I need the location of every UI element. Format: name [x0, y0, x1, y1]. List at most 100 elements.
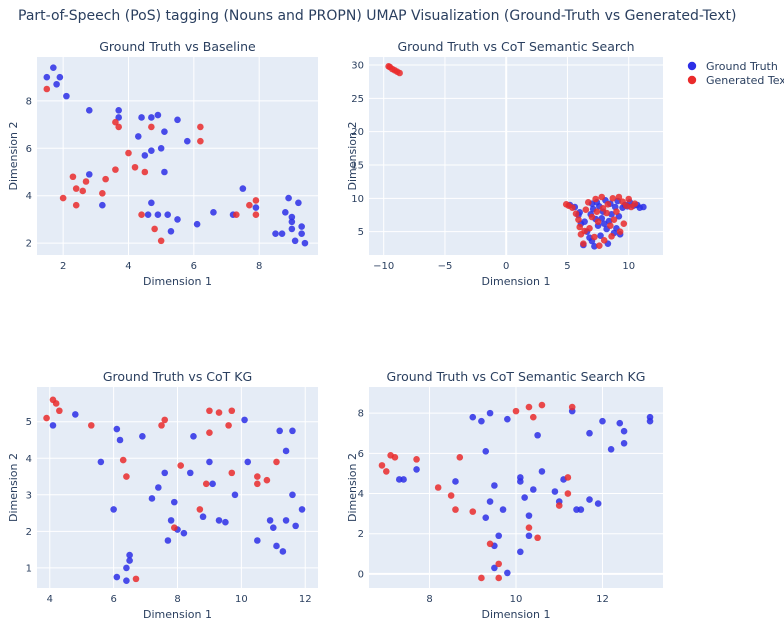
data-point-ground-truth[interactable]: [282, 517, 290, 524]
data-point-ground-truth[interactable]: [491, 482, 498, 489]
data-point-generated-text[interactable]: [575, 216, 582, 223]
data-point-generated-text[interactable]: [56, 407, 63, 415]
data-point-generated-text[interactable]: [252, 211, 260, 218]
data-point-ground-truth[interactable]: [521, 494, 528, 501]
data-point-generated-text[interactable]: [568, 403, 576, 411]
data-point-ground-truth[interactable]: [517, 478, 524, 485]
data-point-generated-text[interactable]: [586, 225, 593, 232]
data-point-ground-truth[interactable]: [241, 416, 248, 424]
data-point-generated-text[interactable]: [478, 574, 485, 582]
data-point-ground-truth[interactable]: [126, 551, 133, 559]
data-point-ground-truth[interactable]: [171, 498, 178, 506]
data-point-ground-truth[interactable]: [161, 168, 168, 176]
data-point-ground-truth[interactable]: [499, 506, 507, 513]
data-point-generated-text[interactable]: [582, 206, 590, 213]
data-point-ground-truth[interactable]: [72, 411, 79, 418]
data-point-generated-text[interactable]: [564, 490, 572, 497]
data-point-ground-truth[interactable]: [616, 419, 624, 427]
data-point-ground-truth[interactable]: [164, 211, 171, 218]
data-point-ground-truth[interactable]: [298, 223, 305, 230]
data-point-generated-text[interactable]: [569, 204, 576, 211]
data-point-ground-truth[interactable]: [600, 220, 608, 227]
data-point-generated-text[interactable]: [596, 242, 603, 249]
data-point-generated-text[interactable]: [99, 190, 106, 197]
data-point-ground-truth[interactable]: [298, 230, 305, 237]
data-point-ground-truth[interactable]: [495, 532, 503, 540]
data-point-generated-text[interactable]: [469, 508, 477, 515]
data-point-generated-text[interactable]: [456, 454, 464, 461]
data-point-generated-text[interactable]: [102, 175, 109, 183]
data-point-ground-truth[interactable]: [607, 446, 615, 453]
data-point-generated-text[interactable]: [151, 225, 158, 233]
data-point-generated-text[interactable]: [385, 63, 392, 70]
data-point-ground-truth[interactable]: [482, 448, 490, 455]
data-point-generated-text[interactable]: [604, 201, 612, 208]
data-point-generated-text[interactable]: [132, 575, 140, 583]
data-point-generated-text[interactable]: [252, 197, 260, 204]
data-point-generated-text[interactable]: [572, 210, 580, 217]
data-point-ground-truth[interactable]: [174, 116, 181, 124]
data-point-ground-truth[interactable]: [97, 458, 105, 466]
data-point-generated-text[interactable]: [609, 195, 617, 202]
data-point-ground-truth[interactable]: [517, 548, 524, 556]
data-point-ground-truth[interactable]: [482, 514, 490, 521]
data-point-ground-truth[interactable]: [134, 133, 142, 140]
data-point-ground-truth[interactable]: [301, 239, 309, 247]
data-point-generated-text[interactable]: [434, 484, 442, 491]
data-point-generated-text[interactable]: [157, 237, 165, 245]
data-point-ground-truth[interactable]: [282, 209, 289, 216]
data-point-ground-truth[interactable]: [148, 495, 156, 502]
data-point-generated-text[interactable]: [495, 560, 503, 568]
data-point-generated-text[interactable]: [52, 400, 60, 407]
data-point-ground-truth[interactable]: [56, 73, 64, 81]
data-point-generated-text[interactable]: [620, 220, 628, 227]
data-point-generated-text[interactable]: [495, 574, 503, 582]
data-point-ground-truth[interactable]: [504, 415, 511, 423]
data-point-generated-text[interactable]: [79, 187, 87, 195]
data-point-generated-text[interactable]: [119, 456, 127, 464]
data-point-ground-truth[interactable]: [209, 480, 216, 488]
data-point-generated-text[interactable]: [486, 540, 494, 548]
data-point-generated-text[interactable]: [59, 194, 67, 202]
data-point-ground-truth[interactable]: [148, 147, 155, 154]
data-point-generated-text[interactable]: [603, 209, 610, 217]
data-point-ground-truth[interactable]: [167, 517, 175, 524]
data-point-generated-text[interactable]: [555, 502, 563, 509]
data-point-ground-truth[interactable]: [599, 417, 606, 425]
data-point-generated-text[interactable]: [447, 492, 455, 499]
data-point-generated-text[interactable]: [391, 454, 399, 461]
data-point-generated-text[interactable]: [273, 458, 280, 466]
data-point-ground-truth[interactable]: [273, 542, 280, 550]
data-point-generated-text[interactable]: [123, 473, 130, 480]
data-point-ground-truth[interactable]: [478, 417, 485, 425]
data-point-ground-truth[interactable]: [115, 107, 122, 114]
legend-item-generated-text[interactable]: Generated Text: [687, 74, 784, 87]
data-point-ground-truth[interactable]: [141, 152, 149, 159]
data-point-generated-text[interactable]: [592, 195, 599, 203]
data-point-generated-text[interactable]: [378, 462, 386, 469]
data-point-generated-text[interactable]: [138, 211, 145, 218]
data-point-ground-truth[interactable]: [486, 409, 494, 417]
data-point-generated-text[interactable]: [228, 469, 236, 477]
data-point-ground-truth[interactable]: [110, 506, 117, 513]
data-point-generated-text[interactable]: [141, 168, 149, 176]
data-point-ground-truth[interactable]: [289, 491, 296, 499]
data-point-generated-text[interactable]: [584, 199, 592, 206]
data-point-generated-text[interactable]: [125, 149, 132, 157]
data-point-ground-truth[interactable]: [538, 468, 546, 475]
data-point-generated-text[interactable]: [171, 524, 178, 531]
data-point-ground-truth[interactable]: [298, 506, 306, 513]
data-point-generated-text[interactable]: [72, 201, 80, 209]
data-point-ground-truth[interactable]: [43, 73, 51, 81]
data-point-ground-truth[interactable]: [180, 529, 188, 537]
data-point-ground-truth[interactable]: [291, 237, 299, 245]
data-point-generated-text[interactable]: [608, 233, 615, 240]
data-point-ground-truth[interactable]: [252, 204, 260, 211]
data-point-generated-text[interactable]: [525, 524, 533, 531]
data-point-generated-text[interactable]: [177, 462, 184, 469]
data-point-generated-text[interactable]: [588, 213, 596, 221]
data-point-generated-text[interactable]: [233, 211, 240, 218]
data-point-ground-truth[interactable]: [525, 512, 533, 519]
data-point-generated-text[interactable]: [396, 69, 403, 77]
data-point-generated-text[interactable]: [115, 123, 122, 131]
